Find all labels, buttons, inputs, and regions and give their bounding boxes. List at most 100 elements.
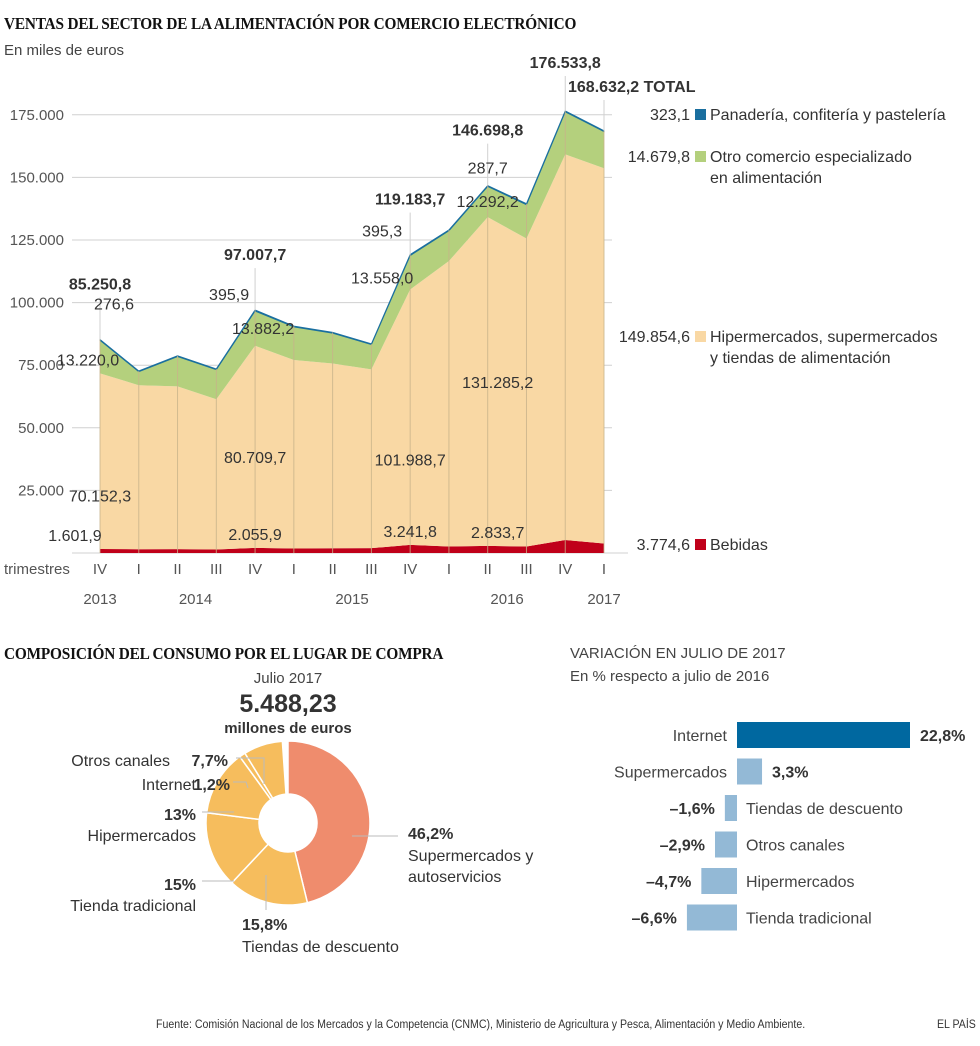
value-label-panaderia: 287,7: [468, 161, 508, 178]
y-tick-label: 75.000: [18, 357, 64, 374]
x-tick-label: II: [173, 561, 181, 578]
x-tick-label: IV: [403, 561, 417, 578]
bar-category-label: Tiendas de descuento: [746, 801, 903, 818]
year-label: 2016: [490, 591, 523, 608]
bar-category-label: Supermercados: [614, 765, 727, 782]
bar-value-label: –6,6%: [632, 911, 677, 928]
area-chart-title: VENTAS DEL SECTOR DE LA ALIMENTACIÓN POR…: [4, 14, 577, 33]
legend-swatch-hiper: [695, 331, 706, 342]
y-tick-label: 175.000: [10, 107, 64, 124]
bar-supermercados: [737, 758, 763, 785]
slice-percent: 13%: [164, 807, 196, 824]
slice-name: autoservicios: [408, 869, 501, 886]
slice-percent: 1,2%: [194, 777, 230, 794]
donut-period: Julio 2017: [253, 670, 323, 687]
legend-label: Bebidas: [710, 537, 768, 554]
bar-category-label: Tienda tradicional: [746, 911, 872, 928]
value-label-otro: 13.558,0: [351, 271, 413, 288]
source-note: Fuente: Comisión Nacional de los Mercado…: [156, 1019, 806, 1031]
legend-label: Panadería, confitería y pastelería: [710, 107, 946, 124]
year-label: 2015: [335, 591, 368, 608]
bar-chart-subtitle: En % respecto a julio de 2016: [570, 668, 770, 685]
x-tick-label: III: [365, 561, 378, 578]
x-tick-label: I: [447, 561, 451, 578]
total-label: 119.183,7: [375, 192, 445, 209]
legend-swatch-bebidas: [695, 539, 706, 550]
bar-otros-canales: [714, 831, 737, 858]
legend-value: 323,1: [650, 107, 690, 124]
value-label-panaderia: 395,3: [362, 224, 402, 241]
legend-swatch-otro: [695, 151, 706, 162]
slice-name: Otros canales: [71, 753, 170, 770]
legend-label: Otro comercio especializado: [710, 149, 912, 166]
leader-line: [233, 781, 249, 789]
x-tick-label: IV: [558, 561, 572, 578]
x-tick-label: III: [520, 561, 533, 578]
year-label: 2014: [179, 591, 212, 608]
total-label: 146.698,8: [452, 123, 523, 140]
slice-percent: 15%: [164, 877, 196, 894]
y-tick-label: 125.000: [10, 232, 64, 249]
x-tick-label: II: [484, 561, 492, 578]
legend-label: Hipermercados, supermercados: [710, 329, 938, 346]
legend-swatch-panaderia: [695, 109, 706, 120]
x-tick-label: I: [602, 561, 606, 578]
bar-value-label: –2,9%: [660, 838, 705, 855]
x-axis-title: trimestres: [4, 561, 70, 578]
value-label-hiper: 70.152,3: [69, 489, 131, 506]
donut-slice: [243, 740, 287, 800]
slice-name: Internet: [142, 777, 197, 794]
value-label-panaderia: 276,6: [94, 297, 134, 314]
y-tick-label: 150.000: [10, 169, 64, 186]
total-label: 97.007,7: [224, 247, 286, 264]
y-tick-label: 100.000: [10, 295, 64, 312]
slice-percent: 46,2%: [408, 826, 453, 843]
x-tick-label: I: [137, 561, 141, 578]
value-label-otro: 13.220,0: [57, 352, 119, 369]
total-label: 85.250,8: [69, 277, 131, 294]
donut-slice: [287, 740, 371, 904]
bar-value-label: –1,6%: [669, 801, 714, 818]
area-bebidas: [100, 539, 605, 553]
slice-name: Supermercados y: [408, 848, 533, 865]
value-label-bebidas: 1.601,9: [48, 528, 101, 545]
value-label-bebidas: 3.241,8: [383, 524, 436, 541]
bar-value-label: –4,7%: [646, 874, 691, 891]
bar-tienda-tradicional: [686, 904, 737, 931]
bar-chart: Internet 22,8% Supermercados 3,3% –1,6% Tiend…: [614, 722, 965, 931]
x-tick-label: I: [292, 561, 296, 578]
donut-unit: millones de euros: [224, 720, 352, 737]
value-label-otro: 13.882,2: [232, 321, 294, 338]
slice-name: Tiendas de descuento: [242, 939, 399, 956]
donut-total: 5.488,23: [239, 690, 337, 718]
area-hiper: [100, 154, 605, 550]
x-tick-label: II: [328, 561, 336, 578]
y-tick-label: 50.000: [18, 420, 64, 437]
value-label-bebidas: 2.055,9: [228, 527, 281, 544]
x-tick-label: IV: [93, 561, 107, 578]
bar-tiendas-de-descuento: [724, 795, 737, 821]
area-chart: 25.000 50.000 75.000 100.000 125.000 150.000 1…: [4, 55, 946, 608]
x-tick-label: IV: [248, 561, 262, 578]
x-tick-label: III: [210, 561, 223, 578]
legend-value: 149.854,6: [619, 329, 690, 346]
value-label-hiper: 131.285,2: [462, 375, 533, 392]
total-label: 168.632,2 TOTAL: [568, 79, 696, 96]
bar-chart-title: VARIACIÓN EN JULIO DE 2017: [570, 645, 786, 662]
value-label-otro: 12.292,2: [457, 194, 519, 211]
slice-name: Hipermercados: [88, 828, 196, 845]
donut-chart: 46,2% Supermercados y autoservicios 15,8% Ti…: [70, 740, 533, 956]
bar-hipermercados: [701, 868, 737, 894]
legend-value: 14.679,8: [628, 149, 690, 166]
year-label: 2017: [587, 591, 620, 608]
total-label: 176.533,8: [530, 55, 601, 72]
bar-value-label: 22,8%: [920, 728, 965, 745]
value-label-panaderia: 395,9: [209, 287, 249, 304]
area-chart-subtitle: En miles de euros: [4, 42, 125, 59]
value-label-hiper: 80.709,7: [224, 450, 286, 467]
slice-percent: 15,8%: [242, 917, 287, 934]
donut-chart-title: COMPOSICIÓN DEL CONSUMO POR EL LUGAR DE …: [4, 644, 444, 663]
slice-name: Tienda tradicional: [70, 898, 196, 915]
bar-category-label: Otros canales: [746, 838, 845, 855]
leader-line: [236, 757, 265, 784]
